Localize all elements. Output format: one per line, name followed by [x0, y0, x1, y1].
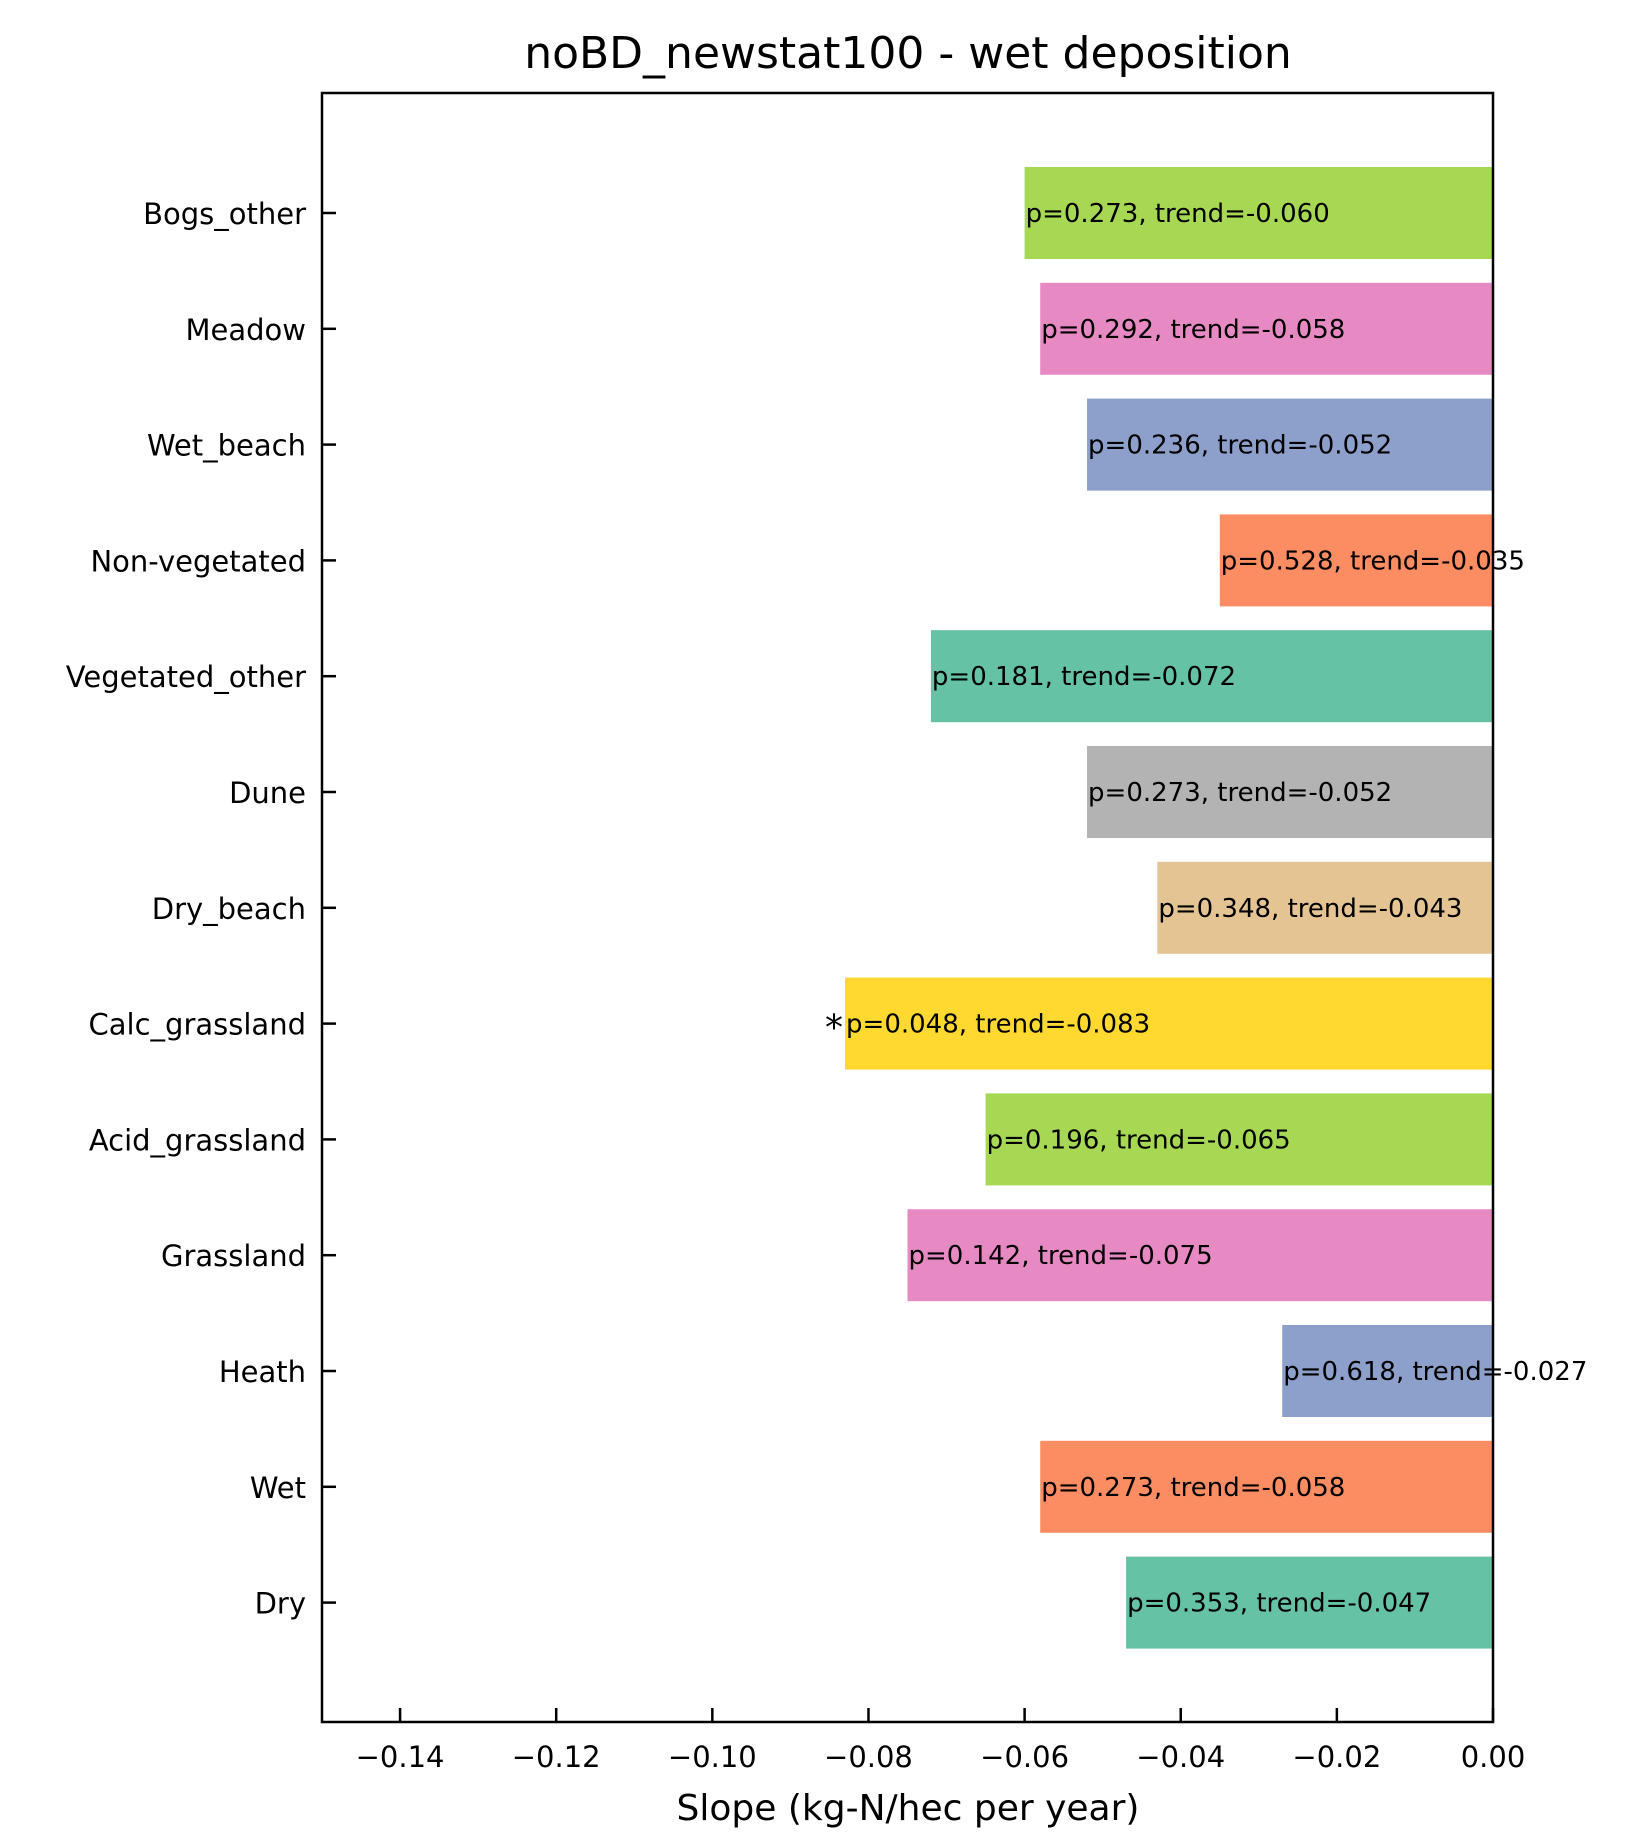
bar — [930, 630, 1493, 723]
x-tick-label: −0.08 — [824, 1740, 913, 1774]
bar-label: p=0.348, trend=-0.043 — [1158, 894, 1462, 924]
bars-layer — [845, 167, 1493, 1649]
bar — [1282, 1325, 1493, 1417]
bar — [1126, 1556, 1493, 1649]
bar — [1219, 514, 1493, 607]
y-tick-label: Acid_grassland — [89, 1123, 306, 1157]
x-tick-label: −0.02 — [1292, 1740, 1381, 1774]
chart-title: noBD_newstat100 - wet deposition — [524, 28, 1292, 79]
bar-label: p=0.353, trend=-0.047 — [1127, 1589, 1431, 1619]
y-tick-label: Non-vegetated — [90, 544, 306, 578]
bar-label: p=0.528, trend=-0.035 — [1221, 546, 1525, 576]
y-tick-label: Meadow — [185, 313, 306, 347]
bar-label: p=0.181, trend=-0.072 — [932, 662, 1236, 692]
bar-label: p=0.273, trend=-0.060 — [1026, 199, 1330, 229]
bar — [985, 1093, 1493, 1186]
bar-label: p=0.236, trend=-0.052 — [1088, 431, 1392, 461]
y-tick-label: Dune — [229, 776, 306, 810]
y-tick-label: Vegetated_other — [66, 660, 306, 694]
x-tick-label: −0.10 — [668, 1740, 757, 1774]
bar-label: p=0.292, trend=-0.058 — [1041, 315, 1345, 345]
x-axis: −0.14 −0.12 −0.10 −0.08 −0.06 −0.04 −0.02 0.00 — [356, 1708, 1526, 1774]
x-tick-label: −0.14 — [356, 1740, 445, 1774]
y-tick-label: Heath — [219, 1355, 306, 1389]
bar-label: p=0.273, trend=-0.058 — [1041, 1473, 1345, 1503]
bar — [845, 977, 1493, 1070]
y-tick-label: Bogs_other — [143, 197, 306, 231]
x-tick-label: 0.00 — [1461, 1740, 1526, 1774]
significance-marker: * — [825, 1008, 843, 1049]
bar — [1087, 746, 1493, 838]
x-tick-label: −0.04 — [1136, 1740, 1225, 1774]
bar — [1157, 861, 1493, 954]
bar — [907, 1209, 1493, 1302]
bar — [1024, 167, 1493, 259]
bar-label: p=0.273, trend=-0.052 — [1088, 778, 1392, 808]
y-tick-label: Wet — [250, 1471, 306, 1505]
bar — [1040, 1440, 1493, 1533]
x-axis-label: Slope (kg-N/hec per year) — [677, 1788, 1140, 1829]
x-tick-label: −0.06 — [980, 1740, 1069, 1774]
y-axis: Bogs_other Meadow Wet_beach Non-vegetated Ve… — [66, 197, 336, 1621]
y-tick-label: Calc_grassland — [89, 1008, 306, 1042]
bar-label: p=0.196, trend=-0.065 — [987, 1125, 1291, 1155]
bar — [1040, 282, 1493, 375]
bar-label: p=0.142, trend=-0.075 — [909, 1241, 1213, 1271]
bar-label: p=0.048, trend=-0.083 — [846, 1010, 1150, 1040]
y-tick-label: Wet_beach — [147, 429, 306, 463]
x-tick-label: −0.12 — [512, 1740, 601, 1774]
bar — [1087, 398, 1493, 491]
y-tick-label: Grassland — [161, 1239, 306, 1273]
bar-label: p=0.618, trend=-0.027 — [1283, 1357, 1587, 1387]
bar-labels-layer: p=0.273, trend=-0.060 p=0.292, trend=-0.0… — [825, 199, 1587, 1619]
y-tick-label: Dry — [255, 1587, 306, 1621]
y-tick-label: Dry_beach — [152, 892, 306, 926]
